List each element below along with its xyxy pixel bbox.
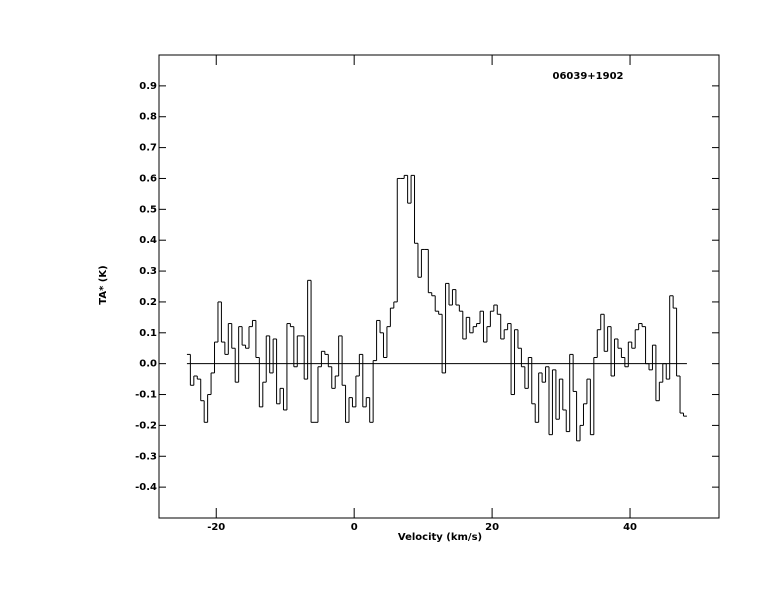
- x-tick-label: -20: [207, 522, 225, 533]
- y-tick-label: 0.9: [139, 81, 157, 92]
- y-tick-label: 0.1: [139, 328, 157, 339]
- y-axis-label: TA* (K): [98, 265, 109, 304]
- x-tick-label: 40: [623, 522, 637, 533]
- x-tick-label: 0: [351, 522, 358, 533]
- y-tick-label: -0.3: [135, 451, 157, 462]
- y-tick-label: 0.6: [139, 173, 157, 184]
- x-axis-label: Velocity (km/s): [398, 532, 482, 543]
- y-tick-label: 0.8: [139, 112, 157, 123]
- y-tick-label: 0.2: [139, 297, 157, 308]
- y-tick-label: 0.3: [139, 266, 157, 277]
- y-tick-label: 0.0: [139, 359, 157, 370]
- y-tick-label: -0.4: [135, 482, 157, 493]
- plot-frame: [158, 54, 720, 519]
- y-tick-label: 0.4: [139, 235, 157, 246]
- y-tick-label: -0.2: [135, 420, 157, 431]
- x-tick-label: 20: [485, 522, 499, 533]
- y-tick-label: -0.1: [135, 390, 157, 401]
- y-tick-label: 0.5: [139, 204, 157, 215]
- y-tick-label: 0.7: [139, 143, 157, 154]
- annotation: 06039+1902: [552, 71, 623, 82]
